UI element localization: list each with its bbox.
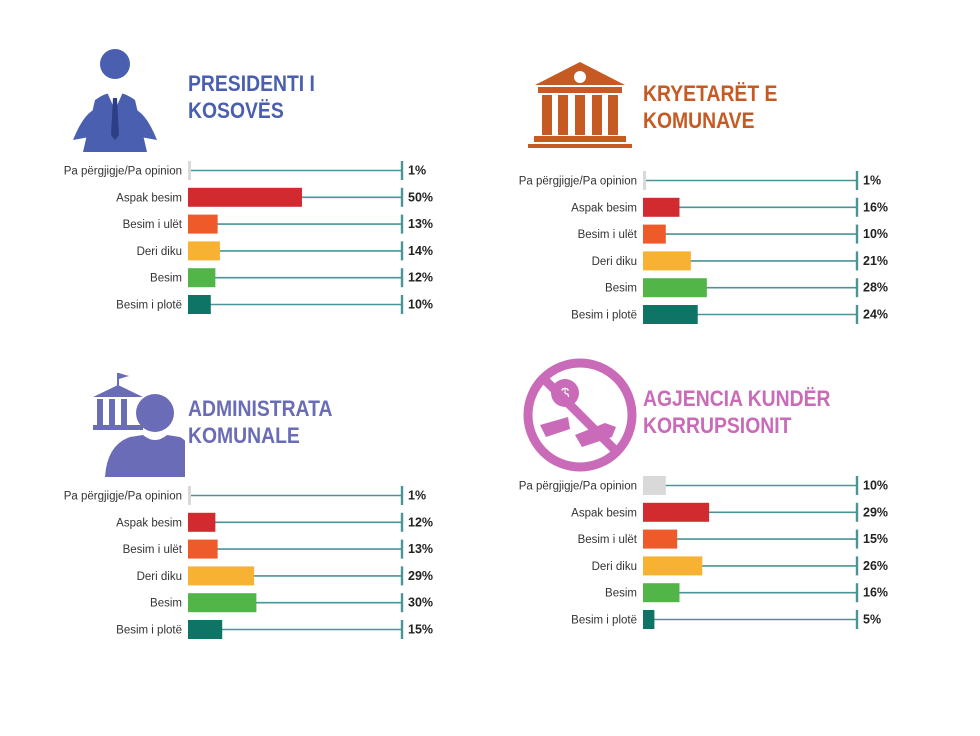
panel-title: ADMINISTRATA KOMUNALE — [188, 395, 332, 449]
value-label-besim-i-plote: 10% — [408, 298, 433, 312]
bar-deri-diku — [643, 251, 691, 271]
bar-besim — [188, 593, 257, 613]
chart-panel-mayors: KRYETARËT E KOMUNAVE Pa përgjigje/Pa opi… — [495, 50, 935, 350]
category-label-deri-diku: Deri diku — [137, 246, 182, 258]
value-label-aspak-besim: 16% — [863, 200, 888, 214]
value-label-besim-i-ulet: 13% — [408, 542, 433, 556]
value-label-aspak-besim: 50% — [408, 190, 433, 204]
title-line-2: KOSOVËS — [188, 98, 284, 123]
bar-deri-diku — [643, 556, 703, 576]
value-label-besim-i-plote: 24% — [863, 308, 888, 322]
value-label-pa-pergjigje-pa-opinion: 1% — [408, 489, 426, 503]
value-label-deri-diku: 21% — [863, 254, 888, 268]
bar-pa-pergjigje-pa-opinion — [643, 476, 666, 495]
category-label-aspak-besim: Aspak besim — [571, 202, 637, 214]
bar-aspak-besim — [188, 512, 216, 532]
president-icon — [73, 49, 157, 152]
value-label-pa-pergjigje-pa-opinion: 10% — [863, 479, 888, 493]
title-line-2: KOMUNAVE — [643, 108, 755, 133]
value-label-deri-diku: 29% — [408, 569, 433, 583]
bar-aspak-besim — [643, 502, 710, 522]
bar-aspak-besim — [188, 187, 302, 207]
title-line-2: KORRUPSIONIT — [643, 413, 792, 438]
administration-icon — [93, 373, 185, 477]
category-label-besim-i-plote: Besim i plotë — [116, 625, 182, 637]
bar-besim-i-plote — [188, 295, 211, 314]
bar-chart: Pa përgjigje/Pa opinion 1% Aspak besim 16% B… — [519, 171, 888, 324]
bar-deri-diku — [188, 566, 255, 586]
category-label-besim: Besim — [150, 273, 182, 285]
category-label-besim-i-ulet: Besim i ulët — [578, 534, 638, 546]
bar-besim-i-ulet — [188, 539, 218, 559]
value-label-besim-i-plote: 5% — [863, 613, 881, 627]
category-label-besim-i-ulet: Besim i ulët — [123, 544, 183, 556]
category-label-besim-i-plote: Besim i plotë — [571, 615, 637, 627]
title-line-1: ADMINISTRATA — [188, 396, 333, 421]
value-label-besim-i-ulet: 13% — [408, 217, 433, 231]
value-label-besim-i-ulet: 10% — [863, 227, 888, 241]
title-line-1: KRYETARËT E — [643, 81, 778, 106]
bar-besim-i-ulet — [643, 224, 666, 244]
bar-besim-i-ulet — [643, 529, 678, 549]
panel-title: PRESIDENTI I KOSOVËS — [188, 70, 315, 124]
category-label-deri-diku: Deri diku — [592, 561, 637, 573]
category-label-pa-pergjigje-pa-opinion: Pa përgjigje/Pa opinion — [519, 176, 637, 188]
value-label-deri-diku: 14% — [408, 244, 433, 258]
category-label-aspak-besim: Aspak besim — [116, 517, 182, 529]
panel-title: AGJENCIA KUNDËR KORRUPSIONIT — [643, 385, 831, 439]
category-label-deri-diku: Deri diku — [592, 256, 637, 268]
chart-panel-president: PRESIDENTI I KOSOVËS Pa përgjigje/Pa opi… — [40, 40, 480, 340]
bar-besim-i-plote — [643, 610, 655, 629]
value-label-besim: 16% — [863, 586, 888, 600]
category-label-pa-pergjigje-pa-opinion: Pa përgjigje/Pa opinion — [519, 481, 637, 493]
value-label-besim-i-plote: 15% — [408, 623, 433, 637]
bar-besim — [643, 278, 707, 298]
category-label-besim-i-plote: Besim i plotë — [116, 300, 182, 312]
value-label-besim: 30% — [408, 596, 433, 610]
bar-chart: Pa përgjigje/Pa opinion 1% Aspak besim 50% B… — [64, 161, 433, 314]
category-label-deri-diku: Deri diku — [137, 571, 182, 583]
value-label-besim-i-ulet: 15% — [863, 532, 888, 546]
bar-besim-i-ulet — [188, 214, 218, 234]
value-label-deri-diku: 26% — [863, 559, 888, 573]
value-label-besim: 12% — [408, 271, 433, 285]
municipal-building-icon — [528, 62, 632, 148]
category-label-pa-pergjigje-pa-opinion: Pa përgjigje/Pa opinion — [64, 166, 182, 178]
bar-pa-pergjigje-pa-opinion — [643, 171, 646, 190]
no-bribery-icon: $ — [523, 358, 637, 472]
value-label-pa-pergjigje-pa-opinion: 1% — [863, 174, 881, 188]
bar-chart: Pa përgjigje/Pa opinion 10% Aspak besim 29%… — [519, 476, 888, 629]
bar-deri-diku — [188, 241, 220, 261]
title-line-1: AGJENCIA KUNDËR — [643, 386, 831, 411]
bar-besim-i-plote — [188, 620, 223, 639]
value-label-aspak-besim: 29% — [863, 505, 888, 519]
value-label-aspak-besim: 12% — [408, 515, 433, 529]
category-label-besim: Besim — [605, 588, 637, 600]
chart-panel-administration: ADMINISTRATA KOMUNALE Pa përgjigje/Pa op… — [40, 365, 480, 665]
category-label-aspak-besim: Aspak besim — [571, 507, 637, 519]
bar-besim — [188, 268, 216, 288]
category-label-besim: Besim — [150, 598, 182, 610]
title-line-1: PRESIDENTI I — [188, 71, 315, 96]
category-label-aspak-besim: Aspak besim — [116, 192, 182, 204]
category-label-besim: Besim — [605, 283, 637, 295]
category-label-besim-i-plote: Besim i plotë — [571, 310, 637, 322]
bar-chart: Pa përgjigje/Pa opinion 1% Aspak besim 12% B… — [64, 486, 433, 639]
chart-panel-anticorruption: $ AGJENCIA KUNDËR KORRUPSIONIT Pa përgji… — [495, 355, 935, 655]
category-label-besim-i-ulet: Besim i ulët — [578, 229, 638, 241]
value-label-pa-pergjigje-pa-opinion: 1% — [408, 164, 426, 178]
title-line-2: KOMUNALE — [188, 423, 300, 448]
bar-pa-pergjigje-pa-opinion — [188, 161, 191, 180]
panel-title: KRYETARËT E KOMUNAVE — [643, 80, 777, 134]
category-label-pa-pergjigje-pa-opinion: Pa përgjigje/Pa opinion — [64, 491, 182, 503]
category-label-besim-i-ulet: Besim i ulët — [123, 219, 183, 231]
bar-aspak-besim — [643, 197, 680, 217]
bar-besim — [643, 583, 680, 603]
bar-pa-pergjigje-pa-opinion — [188, 486, 191, 505]
value-label-besim: 28% — [863, 281, 888, 295]
bar-besim-i-plote — [643, 305, 698, 324]
